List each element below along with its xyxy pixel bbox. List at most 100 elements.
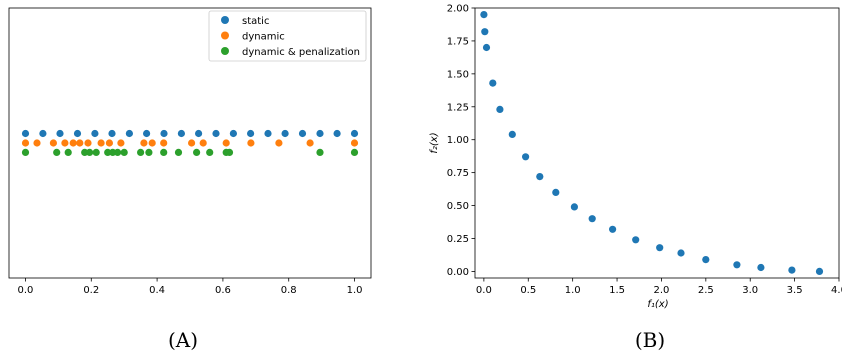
x-tick-label-3: 1.5 [609, 285, 625, 296]
pareto-point-4 [496, 105, 504, 113]
point-dynamic-penalization-18 [316, 148, 324, 156]
point-dynamic-0 [21, 139, 30, 147]
y-tick-label-2: 0.50 [447, 201, 469, 212]
panel-a-caption: (A) [168, 328, 198, 352]
pareto-point-10 [588, 215, 596, 223]
point-dynamic-penalization-0 [21, 148, 30, 156]
point-dynamic-penalization-15 [206, 148, 214, 156]
point-static-10 [195, 129, 203, 138]
pareto-point-7 [536, 173, 544, 181]
point-dynamic-1 [33, 139, 41, 147]
y-tick-label-4: 1.00 [447, 135, 469, 146]
point-dynamic-8 [105, 139, 113, 147]
point-static-17 [316, 129, 324, 138]
point-static-0 [21, 129, 30, 138]
x-tick-label-4: 0.8 [281, 285, 297, 296]
x-tick-label-5: 1.0 [347, 285, 363, 296]
point-dynamic-18 [306, 139, 314, 147]
point-dynamic-5 [76, 139, 84, 147]
x-tick-label-3: 0.6 [215, 285, 231, 296]
point-dynamic-10 [140, 139, 148, 147]
point-dynamic-15 [222, 139, 230, 147]
pareto-point-12 [632, 236, 640, 244]
panel-a: 0.0 0.2 0.4 0.6 0.8 1.0 static dynamic dynami… [8, 7, 372, 352]
point-dynamic-penalization-12 [160, 148, 168, 156]
pareto-point-13 [656, 244, 664, 252]
point-dynamic-19 [350, 139, 359, 147]
legend-marker-dynamic-penalization [221, 47, 229, 55]
x-tick-label-1: 0.2 [83, 285, 99, 296]
panel-b-axes-frame [474, 7, 840, 279]
point-dynamic-13 [188, 139, 196, 147]
y-tick-label-1: 0.25 [447, 234, 469, 245]
point-static-12 [229, 129, 237, 138]
pareto-point-18 [788, 266, 796, 274]
point-dynamic-3 [61, 139, 69, 147]
pareto-point-0 [480, 11, 488, 19]
pareto-point-8 [552, 188, 560, 196]
legend-label-dynamic: dynamic [242, 32, 285, 43]
pareto-point-14 [677, 249, 685, 257]
x-tick-label-1: 0.5 [520, 285, 536, 296]
point-static-15 [281, 129, 289, 138]
x-tick-label-7: 3.5 [787, 285, 803, 296]
x-tick-label-0: 0.0 [476, 285, 492, 296]
legend-label-static: static [242, 16, 269, 27]
pareto-point-3 [489, 79, 497, 87]
y-tick-label-8: 2.00 [447, 4, 469, 15]
y-tick-label-6: 1.50 [447, 69, 469, 80]
point-static-4 [91, 129, 99, 138]
legend-frame [208, 10, 367, 62]
point-dynamic-16 [247, 139, 255, 147]
pareto-point-17 [757, 263, 765, 272]
point-static-9 [177, 129, 185, 138]
panel-b-x-axis-label: f₁(x) [647, 299, 668, 310]
point-dynamic-2 [49, 139, 58, 147]
pareto-point-15 [702, 256, 710, 264]
x-tick-label-6: 3.0 [742, 285, 758, 296]
point-dynamic-6 [84, 139, 92, 147]
x-tick-label-2: 1.0 [565, 285, 581, 296]
point-dynamic-penalization-17 [225, 148, 234, 156]
point-dynamic-penalization-2 [64, 148, 72, 156]
point-dynamic-penalization-1 [53, 148, 61, 156]
y-tick-label-5: 1.25 [447, 102, 469, 113]
point-static-11 [212, 129, 220, 138]
point-dynamic-penalization-19 [350, 148, 359, 156]
panel-a-axes-frame [8, 7, 372, 279]
point-dynamic-4 [69, 139, 77, 147]
point-static-3 [73, 129, 82, 138]
panel-b-y-ticks: 0.00 0.25 0.50 0.75 1.00 1.25 1.50 1.75 2.00 [447, 4, 475, 278]
point-dynamic-penalization-11 [145, 148, 153, 156]
x-tick-label-2: 0.4 [149, 285, 165, 296]
x-tick-label-0: 0.0 [18, 285, 34, 296]
panel-b-x-ticks: 0.0 0.5 1.0 1.5 2.0 2.5 3.0 3.5 4.0 [476, 278, 842, 296]
point-static-13 [247, 129, 255, 138]
point-static-7 [143, 129, 151, 138]
point-static-2 [56, 129, 64, 138]
point-static-8 [160, 129, 168, 138]
point-dynamic-penalization-9 [120, 148, 128, 156]
panel-a-points [21, 129, 359, 156]
panel-b: 0.0 0.5 1.0 1.5 2.0 2.5 3.0 3.5 4.0 0.00 0.25 0.50… [429, 4, 842, 353]
panel-a-legend: static dynamic dynamic & penalization [208, 10, 367, 62]
x-tick-label-4: 2.0 [653, 285, 669, 296]
point-static-6 [125, 129, 133, 138]
y-tick-label-3: 0.75 [447, 168, 469, 179]
panel-b-y-axis-label: f₂(x) [429, 132, 440, 153]
y-tick-label-7: 1.75 [447, 36, 469, 47]
point-dynamic-penalization-6 [104, 148, 112, 156]
pareto-point-11 [609, 225, 617, 233]
panel-b-caption: (B) [635, 328, 665, 352]
legend-marker-static [221, 16, 229, 24]
pareto-point-16 [733, 261, 741, 269]
point-dynamic-12 [160, 139, 168, 147]
pareto-point-2 [482, 43, 491, 52]
pareto-point-1 [481, 28, 489, 36]
point-dynamic-14 [199, 139, 207, 147]
point-static-18 [333, 129, 341, 138]
point-dynamic-penalization-10 [137, 148, 145, 156]
x-tick-label-8: 4.0 [831, 285, 842, 296]
point-dynamic-9 [117, 139, 125, 147]
